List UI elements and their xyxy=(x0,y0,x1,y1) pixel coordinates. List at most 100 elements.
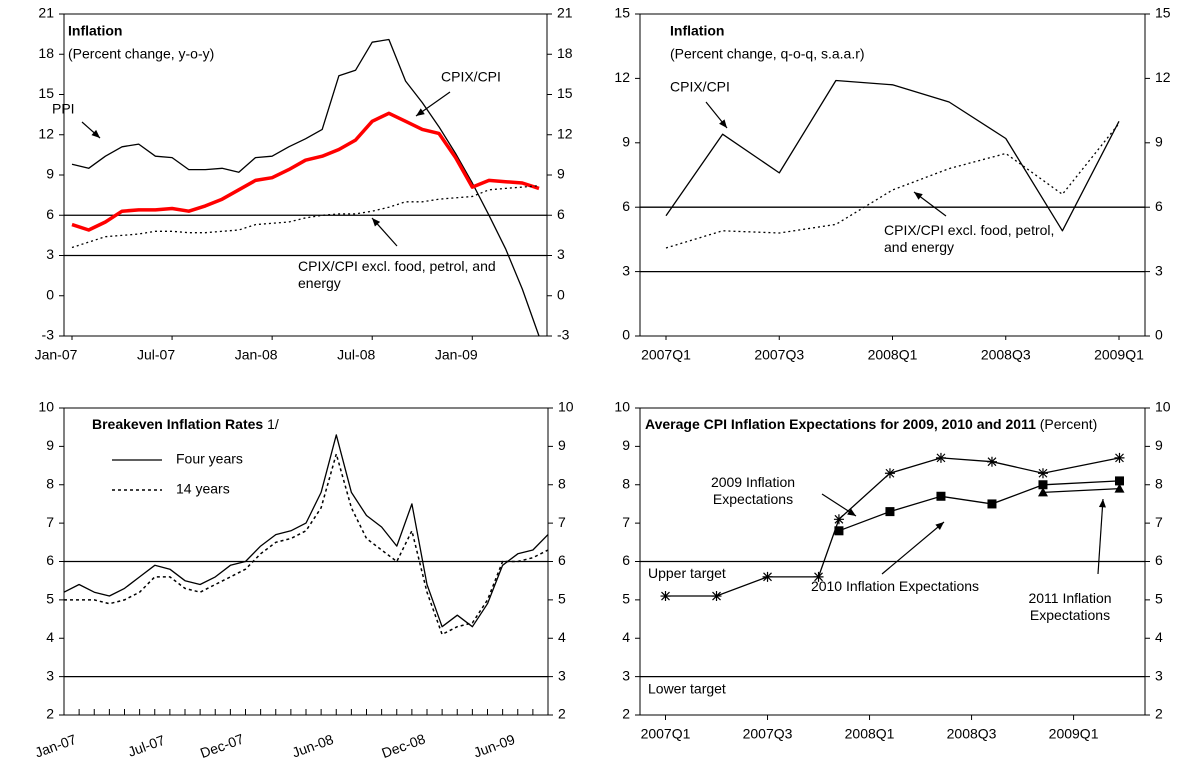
series-line xyxy=(71,38,540,337)
y-tick-label: 18 xyxy=(38,45,54,61)
y-tick-label: 9 xyxy=(622,437,630,453)
marker xyxy=(813,571,824,582)
y-tick-label: 7 xyxy=(622,514,630,530)
chart-subtitle: (Percent change, q-o-q, s.a.a.r) xyxy=(670,46,865,62)
y2-tick-label: -3 xyxy=(557,327,570,343)
x-tick-label: 2008Q3 xyxy=(981,347,1031,363)
y-tick-label: 4 xyxy=(46,629,54,645)
y-tick-label: 9 xyxy=(46,437,54,453)
y2-tick-label: 0 xyxy=(1155,327,1163,343)
y-tick-label: 6 xyxy=(46,552,54,568)
y2-tick-label: 9 xyxy=(1155,437,1163,453)
series-line xyxy=(1042,487,1120,494)
x-tick-label: 2008Q3 xyxy=(947,726,997,742)
y-tick-label: 5 xyxy=(622,591,630,607)
y-tick-label: -3 xyxy=(42,327,55,343)
annotation: 2011 Inflation Expectations xyxy=(1028,590,1112,623)
marker xyxy=(1038,480,1048,490)
marker xyxy=(1114,476,1124,486)
y-tick-label: 6 xyxy=(622,552,630,568)
text-box: CPIX/CPI excl. food, petrol, and energy xyxy=(298,258,496,291)
marker xyxy=(936,491,946,501)
arrow-head xyxy=(1098,499,1106,508)
y-tick-label: 15 xyxy=(614,5,630,21)
annotation: CPIX/CPI excl. food, petrol, and energy xyxy=(298,258,496,291)
x-tick-label: Jun-08 xyxy=(290,731,336,761)
x-tick-label: Dec-08 xyxy=(379,730,427,761)
chart-title: Average CPI Inflation Expectations for 2… xyxy=(645,416,1036,432)
marker xyxy=(834,526,844,536)
y2-tick-label: 6 xyxy=(1155,198,1163,214)
x-tick-label: Dec-07 xyxy=(198,730,246,761)
y2-tick-label: 8 xyxy=(558,475,566,491)
series-line xyxy=(71,111,540,232)
y-tick-label: 2 xyxy=(622,706,630,722)
x-tick-label: Jul-07 xyxy=(137,347,175,363)
series-line xyxy=(665,123,1120,249)
y-tick-label: 5 xyxy=(46,591,54,607)
y2-tick-label: 4 xyxy=(1155,629,1163,645)
x-tick-label: 2007Q1 xyxy=(641,726,691,742)
series-line xyxy=(63,434,549,628)
marker xyxy=(1114,452,1125,463)
text-box: 2009 Inflation Expectations xyxy=(710,474,796,507)
y-tick-label: 6 xyxy=(622,198,630,214)
marker xyxy=(762,571,773,582)
marker xyxy=(884,468,895,479)
marker xyxy=(833,514,844,525)
y-tick-label: 3 xyxy=(622,262,630,278)
y2-tick-label: 6 xyxy=(557,206,565,222)
marker xyxy=(986,456,997,467)
y2-tick-label: 3 xyxy=(1155,262,1163,278)
y2-tick-label: 7 xyxy=(1155,514,1163,530)
plot-frame xyxy=(639,13,1146,337)
x-tick-label: 2007Q3 xyxy=(743,726,793,742)
series-line xyxy=(71,185,540,249)
annotation: CPIX/CPI excl. food, petrol, and energy xyxy=(884,222,1055,255)
x-tick-label: 2009Q1 xyxy=(1049,726,1099,742)
text-box: CPIX/CPI excl. food, petrol, and energy xyxy=(884,222,1055,255)
y2-tick-label: 7 xyxy=(558,514,566,530)
y2-tick-label: 10 xyxy=(1155,399,1171,415)
chart-subtitle: (Percent) xyxy=(1039,416,1098,432)
series-line xyxy=(665,79,1120,232)
y-tick-label: 12 xyxy=(614,69,630,85)
marker xyxy=(1114,483,1125,493)
y-tick-label: 2 xyxy=(46,706,54,722)
chart-title: Inflation xyxy=(670,23,724,39)
chart-title: Breakeven Inflation Rates 1/ xyxy=(92,416,279,432)
y2-tick-label: 0 xyxy=(557,286,565,302)
text-box: 2010 Inflation Expectations xyxy=(811,578,979,594)
y2-tick-label: 3 xyxy=(1155,667,1163,683)
text-block: 2011 Inflation Expectations xyxy=(1005,590,1135,624)
y2-tick-label: 9 xyxy=(558,437,566,453)
x-tick-label: Jun-09 xyxy=(471,731,517,761)
chart-title: Inflation xyxy=(68,23,122,39)
y2-tick-label: 21 xyxy=(557,5,573,21)
y-tick-label: 9 xyxy=(46,166,54,182)
y-tick-label: 3 xyxy=(46,246,54,262)
y-tick-label: 6 xyxy=(46,206,54,222)
y2-tick-label: 9 xyxy=(557,166,565,182)
annotation: CPIX/CPI xyxy=(441,69,501,85)
arrow-head xyxy=(719,119,727,128)
marker xyxy=(711,591,722,602)
x-tick-label: 2008Q1 xyxy=(845,726,895,742)
arrow-head xyxy=(935,522,944,531)
x-tick-label: Jul-07 xyxy=(126,732,168,760)
x-tick-label: Jan-08 xyxy=(235,347,278,363)
text-block: Average CPI Inflation Expectations for 2… xyxy=(645,416,1130,433)
y2-tick-label: 6 xyxy=(1155,552,1163,568)
y2-tick-label: 9 xyxy=(1155,134,1163,150)
reference-label: Lower target xyxy=(648,680,726,696)
y2-tick-label: 8 xyxy=(1155,475,1163,491)
reference-label: Upper target xyxy=(648,565,726,581)
annotation: 2009 Inflation Expectations xyxy=(710,474,796,507)
y-tick-label: 7 xyxy=(46,514,54,530)
y2-tick-label: 6 xyxy=(558,552,566,568)
x-tick-label: Jul-08 xyxy=(337,347,375,363)
x-tick-label: 2008Q1 xyxy=(868,347,918,363)
y-tick-label: 8 xyxy=(622,475,630,491)
y-tick-label: 10 xyxy=(614,399,630,415)
